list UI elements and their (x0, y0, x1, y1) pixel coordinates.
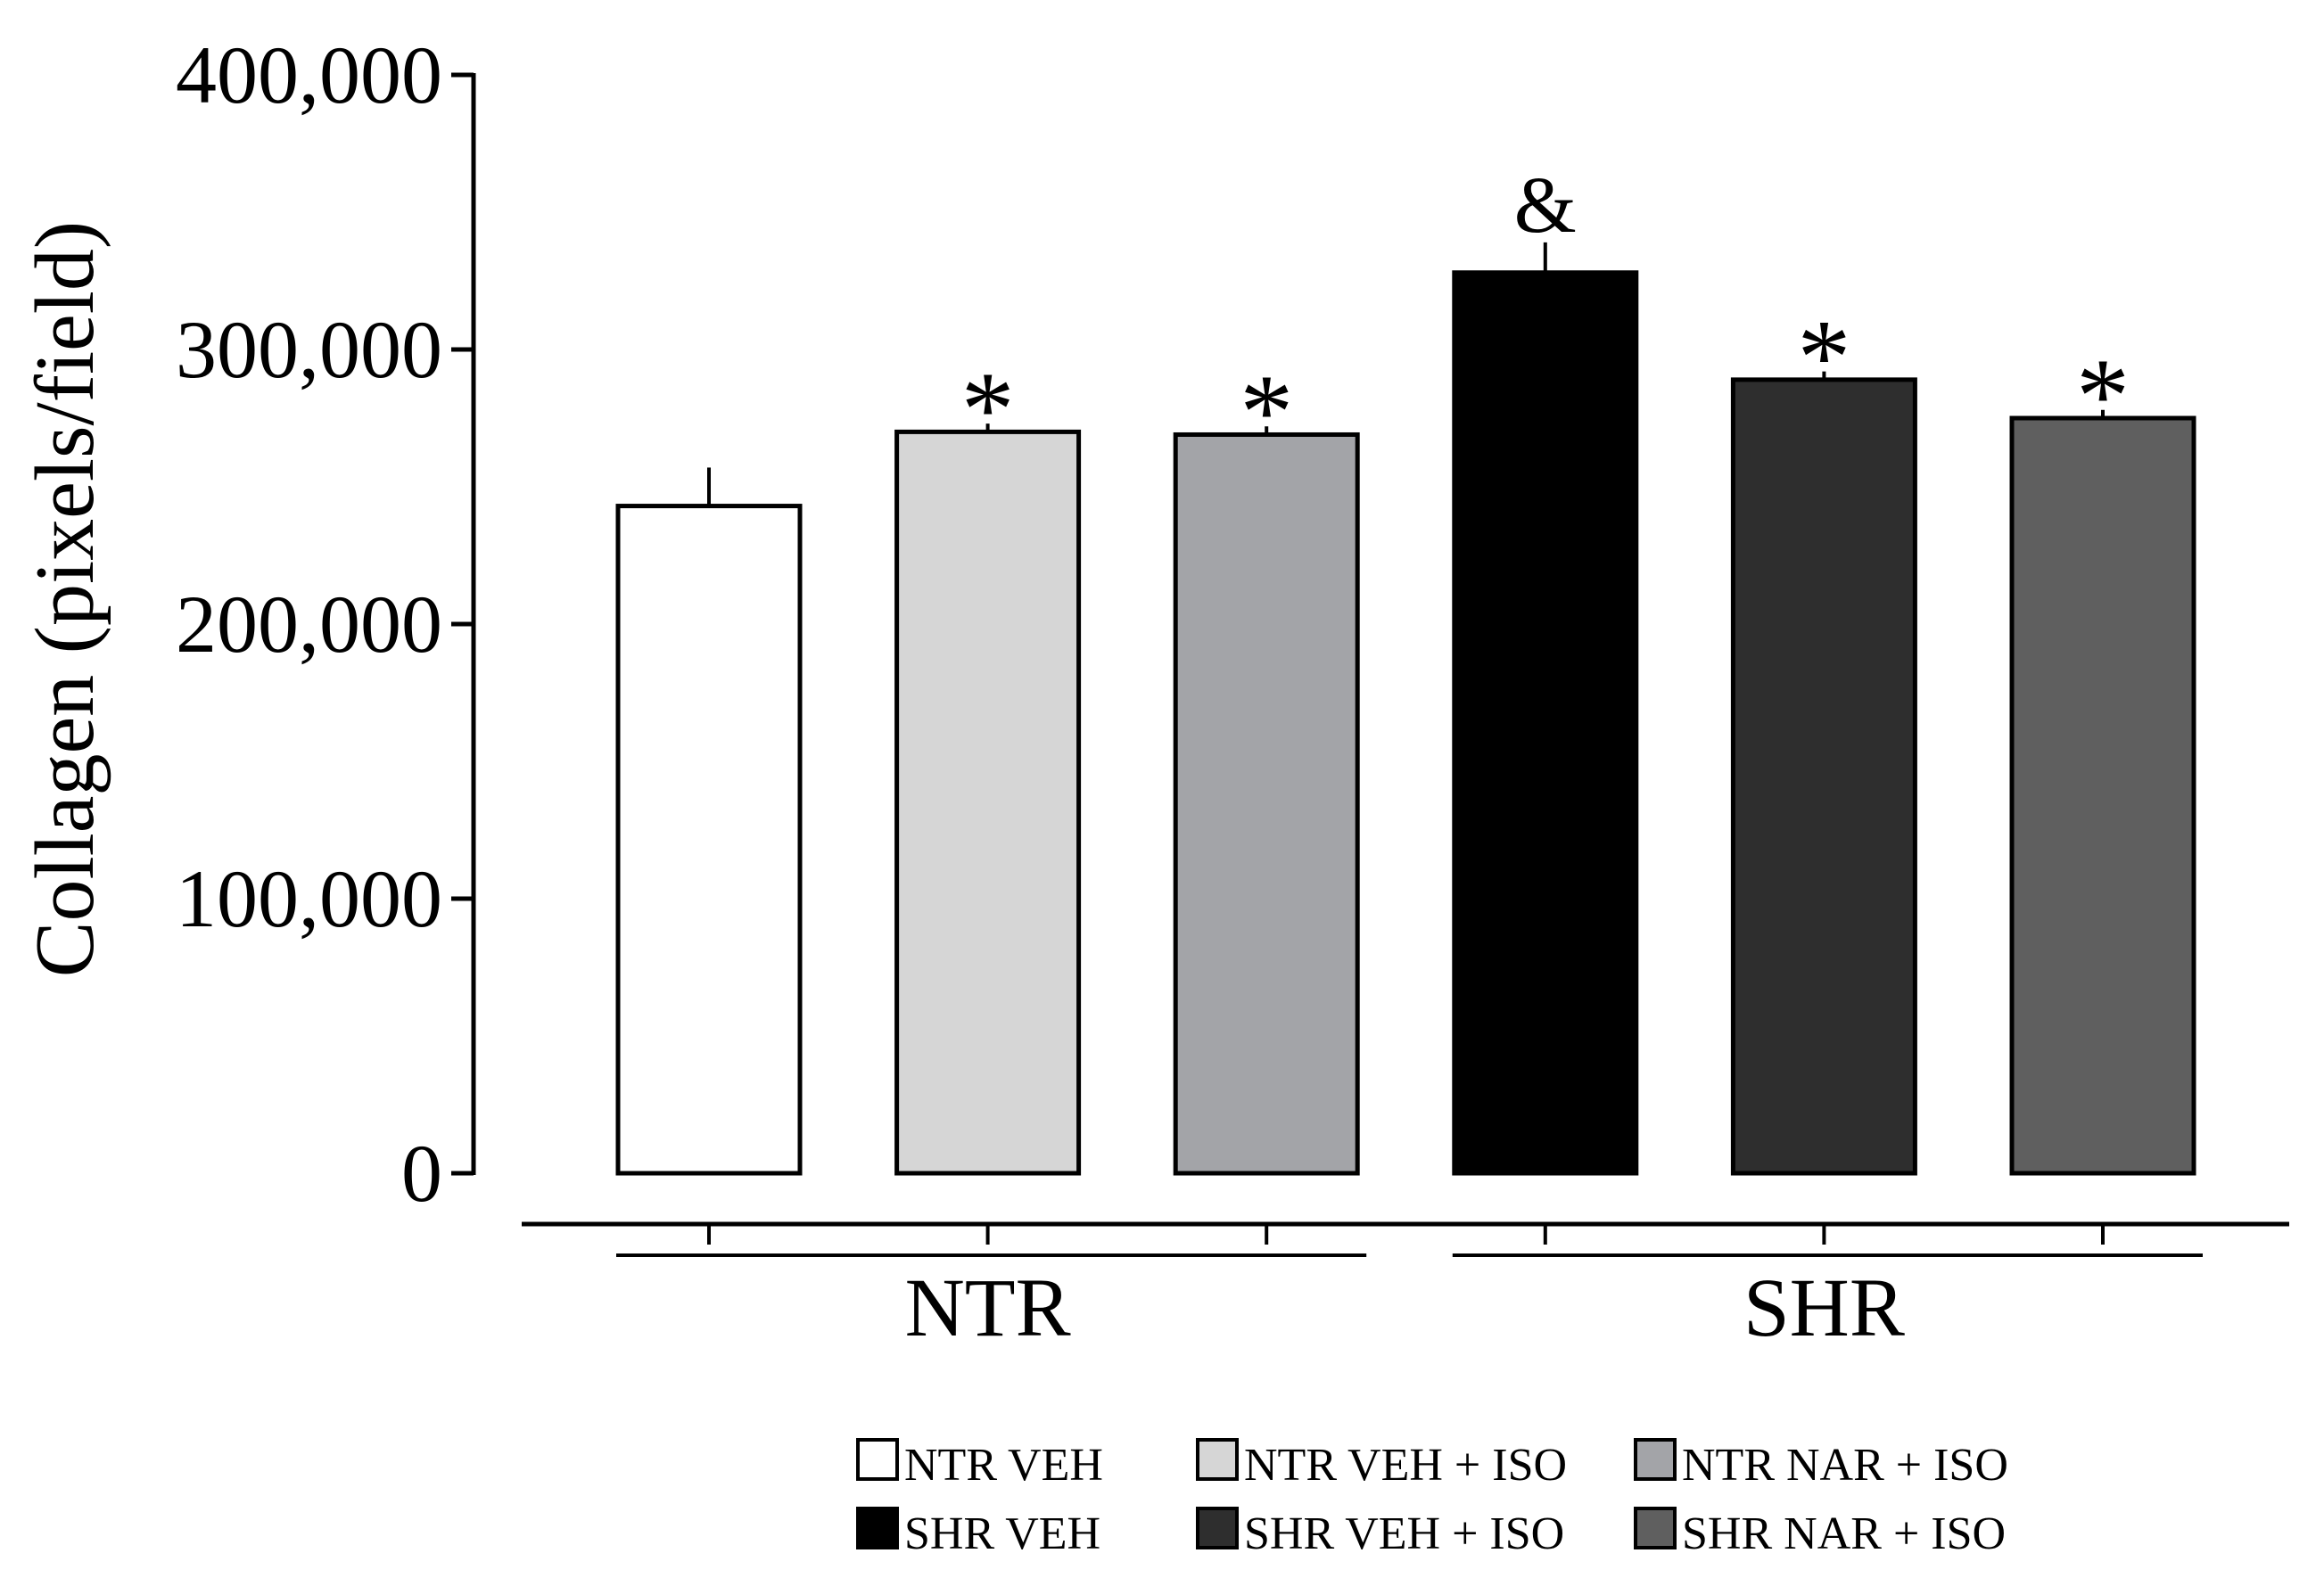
bars-layer (615, 270, 2196, 1176)
significance-markers-layer: * * & * * (961, 161, 2130, 471)
y-tick-label: 300,000 (176, 304, 442, 395)
bar-ntr-veh-iso (894, 429, 1082, 1176)
legend-label: NTR VEH (904, 1440, 1103, 1491)
legend-label: SHR VEH + ISO (1244, 1508, 1564, 1559)
bar-shr-veh (1452, 270, 1639, 1176)
group-label-ntr: NTR (905, 1262, 1071, 1354)
legend-swatch (1196, 1438, 1239, 1481)
group-label-shr: SHR (1743, 1262, 1905, 1354)
significance-marker: * (1797, 298, 1850, 416)
legend-label: NTR NAR + ISO (1682, 1440, 2008, 1491)
legend-label: NTR VEH + ISO (1244, 1440, 1567, 1491)
significance-marker: * (2076, 336, 2130, 455)
significance-marker: & (1514, 161, 1577, 250)
legend-item-ntr-veh: NTR VEH (856, 1438, 1103, 1491)
y-tick-label: 100,000 (176, 853, 442, 944)
legend-item-ntr-nar-iso: NTR NAR + ISO (1634, 1438, 2008, 1491)
bar-shr-nar-iso (2009, 415, 2196, 1176)
legend-swatch (1196, 1507, 1239, 1549)
legend-item-ntr-veh-iso: NTR VEH + ISO (1196, 1438, 1567, 1491)
axes-layer: 0 100,000 200,000 300,000 400,000 Collagen (p… (19, 29, 2289, 1245)
y-tick-label: 200,000 (176, 579, 442, 670)
group-brackets-layer: NTR SHR (616, 1253, 2203, 1354)
legend-swatch (856, 1438, 899, 1481)
legend-label: SHR VEH (904, 1508, 1100, 1559)
bar-ntr-nar-iso (1173, 431, 1360, 1176)
legend-swatch (856, 1507, 899, 1549)
y-tick-label: 400,000 (176, 29, 442, 120)
bar-ntr-veh (615, 504, 803, 1176)
significance-marker: * (961, 349, 1015, 468)
legend-swatch (1634, 1507, 1677, 1549)
y-tick-label: 0 (401, 1128, 442, 1219)
legend-item-shr-veh: SHR VEH (856, 1507, 1100, 1559)
error-bars-layer (707, 242, 2105, 506)
legend-item-shr-veh-iso: SHR VEH + ISO (1196, 1507, 1564, 1559)
legend-swatch (1634, 1438, 1677, 1481)
y-axis-title: Collagen (pixels/field) (19, 221, 111, 977)
legend-item-shr-nar-iso: SHR NAR + ISO (1634, 1507, 2006, 1559)
bar-shr-veh-iso (1730, 377, 1917, 1176)
significance-marker: * (1240, 352, 1293, 471)
legend-label: SHR NAR + ISO (1682, 1508, 2006, 1559)
legend: NTR VEH NTR VEH + ISO NTR NAR + ISO SHR VEH… (856, 1438, 2008, 1559)
